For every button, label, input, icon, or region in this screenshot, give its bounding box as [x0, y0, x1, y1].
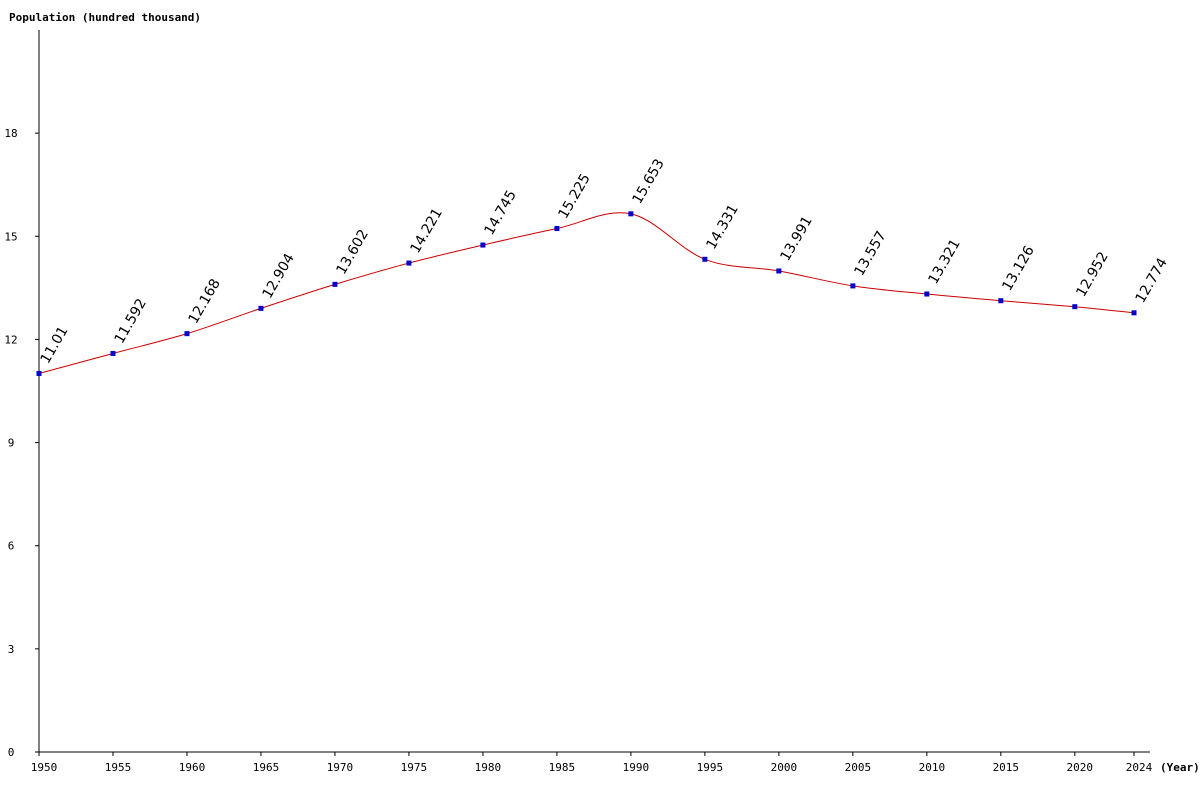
data-point: [406, 260, 412, 266]
x-tick-label: 1950: [31, 761, 58, 774]
data-label: 14.331: [703, 202, 741, 252]
x-tick-label: 2015: [993, 761, 1020, 774]
data-point: [554, 226, 560, 232]
data-label: 15.225: [556, 171, 594, 221]
x-axis-title: (Year): [1160, 761, 1200, 774]
data-point: [998, 298, 1004, 304]
data-point: [480, 242, 486, 248]
data-point: [850, 283, 856, 289]
x-tick-label: 1955: [105, 761, 132, 774]
data-label: 12.168: [186, 276, 224, 326]
x-tick-label: 1995: [697, 761, 724, 774]
data-label: 15.653: [629, 156, 667, 206]
data-point: [628, 211, 634, 217]
data-points: [36, 211, 1137, 376]
data-point: [332, 281, 338, 287]
x-tick-label: 1990: [623, 761, 650, 774]
data-label: 11.592: [112, 296, 150, 346]
data-point: [1072, 304, 1078, 310]
y-tick-label: 15: [4, 230, 17, 243]
x-tick-label: 2010: [919, 761, 946, 774]
data-point: [776, 268, 782, 274]
data-label: 13.602: [334, 227, 372, 277]
data-point: [924, 291, 930, 297]
y-tick-label: 0: [8, 746, 15, 759]
data-label: 13.557: [851, 228, 889, 278]
x-tick-label: 2000: [771, 761, 798, 774]
x-tick-label: 1985: [549, 761, 576, 774]
x-tick-label: 2005: [845, 761, 872, 774]
y-axis-ticks: 0 3 6 9 12 15 18: [4, 127, 39, 759]
data-label: 12.774: [1133, 255, 1171, 306]
data-label: 12.952: [1073, 249, 1111, 299]
data-point: [258, 305, 264, 311]
x-axis-ticks: 1950 1955 1960 1965 1970 1975 1980 1985 1990 1995…: [31, 752, 1153, 774]
data-point: [184, 331, 190, 337]
y-axis-title: Population (hundred thousand): [9, 11, 201, 24]
x-tick-label: 1975: [401, 761, 428, 774]
x-tick-label: 1970: [327, 761, 354, 774]
population-line: [38, 212, 1135, 374]
x-tick-label: 1980: [475, 761, 502, 774]
data-point: [702, 256, 708, 262]
y-tick-label: 3: [8, 643, 15, 656]
data-label: 14.745: [482, 188, 520, 238]
data-point: [36, 370, 42, 376]
x-tick-label: 1965: [253, 761, 280, 774]
data-label: 11.01: [38, 324, 72, 367]
y-tick-label: 6: [8, 540, 15, 553]
data-point: [110, 350, 116, 356]
data-label: 13.126: [999, 243, 1037, 294]
data-point: [1131, 310, 1137, 316]
y-tick-label: 9: [8, 437, 15, 450]
data-labels: 11.01 11.592 12.168 12.904 13.602 14.221 14.74…: [38, 156, 1171, 366]
x-tick-label: 2024: [1126, 761, 1153, 774]
data-label: 12.904: [260, 251, 298, 302]
x-tick-label: 1960: [179, 761, 206, 774]
y-tick-label: 12: [4, 333, 17, 346]
data-label: 13.321: [925, 237, 963, 287]
x-tick-label: 2020: [1067, 761, 1094, 774]
data-label: 13.991: [777, 214, 815, 264]
y-tick-label: 18: [4, 127, 17, 140]
data-label: 14.221: [408, 206, 446, 256]
